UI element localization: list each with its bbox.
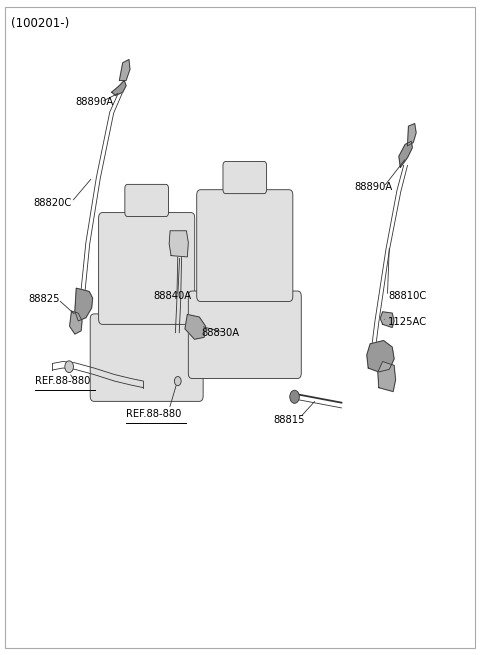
Circle shape [65,361,73,373]
Text: (100201-): (100201-) [11,17,70,30]
Text: 88890A: 88890A [355,182,393,192]
Circle shape [290,390,300,403]
FancyBboxPatch shape [98,213,195,324]
Text: 88820C: 88820C [33,198,72,208]
Polygon shape [399,141,412,168]
Polygon shape [120,60,130,81]
Polygon shape [378,362,396,392]
Polygon shape [169,231,188,257]
FancyBboxPatch shape [223,162,266,194]
Polygon shape [75,288,93,321]
FancyBboxPatch shape [90,314,203,402]
Text: 88830A: 88830A [202,328,240,338]
Polygon shape [70,311,82,334]
Polygon shape [408,124,416,146]
Text: REF.88-880: REF.88-880 [126,409,181,419]
Text: 88825: 88825 [28,294,60,305]
Text: 88815: 88815 [274,415,305,425]
Text: 88890A: 88890A [75,97,113,107]
FancyBboxPatch shape [188,291,301,379]
Polygon shape [367,341,394,372]
Polygon shape [380,312,394,328]
Polygon shape [112,81,126,96]
Text: 88810C: 88810C [388,291,427,301]
FancyBboxPatch shape [125,184,168,217]
Text: 1125AC: 1125AC [388,317,428,328]
Polygon shape [185,314,205,339]
Text: REF.88-880: REF.88-880 [35,376,91,386]
Text: 88840A: 88840A [153,291,191,301]
Circle shape [174,377,181,386]
FancyBboxPatch shape [197,190,293,301]
